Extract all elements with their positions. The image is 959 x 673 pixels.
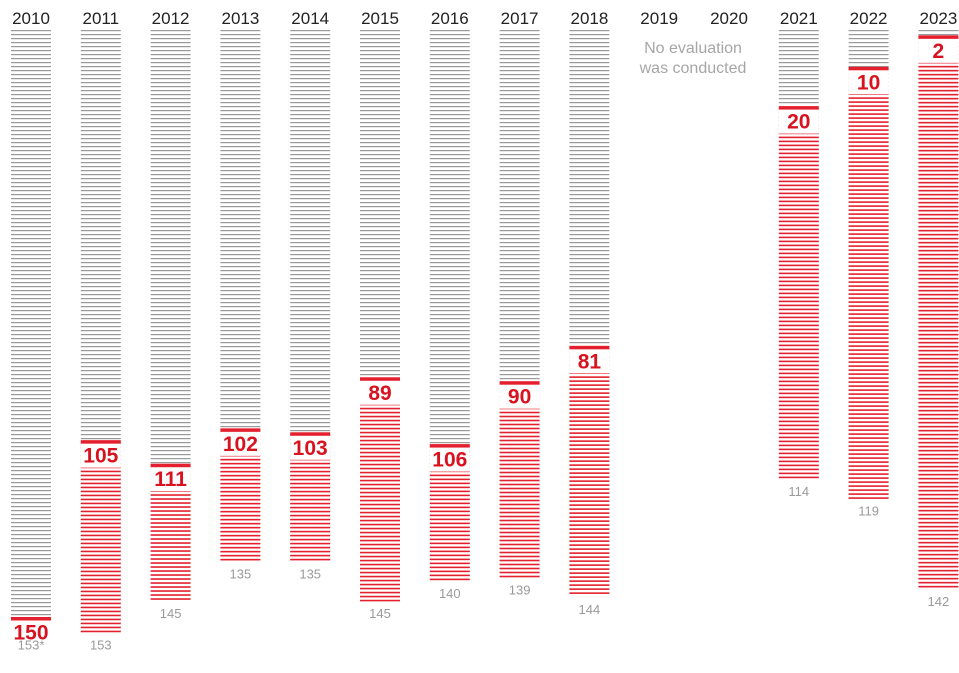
value-label: 20 <box>787 111 810 134</box>
note-line-2: was conducted <box>639 60 747 77</box>
year-label: 2011 <box>83 9 120 28</box>
year-label: 2010 <box>12 9 50 28</box>
value-label-backing <box>918 38 959 63</box>
bar-filled <box>569 348 610 594</box>
total-label: 144 <box>579 602 601 617</box>
bar-filled <box>778 108 819 479</box>
year-label: 2014 <box>291 9 329 28</box>
value-label-backing <box>220 431 261 456</box>
bar-filled <box>918 37 959 588</box>
value-label-backing <box>80 443 121 468</box>
total-label: 140 <box>439 586 461 601</box>
value-label: 81 <box>578 350 602 373</box>
bar-remaining <box>918 30 959 36</box>
bar-filled <box>220 430 261 561</box>
year-label: 2021 <box>780 9 818 28</box>
value-label-backing <box>360 380 400 405</box>
value-label: 2 <box>933 40 945 63</box>
year-label: 2016 <box>431 9 469 28</box>
year-label: 2015 <box>361 9 399 28</box>
value-marker <box>918 35 959 39</box>
year-label: 2019 <box>640 9 678 28</box>
value-marker <box>11 617 51 620</box>
total-label: 114 <box>788 484 809 499</box>
year-label: 2022 <box>850 9 888 28</box>
value-label-backing <box>499 384 540 409</box>
total-label: 153 <box>90 637 112 652</box>
bar-remaining <box>778 30 819 104</box>
note-line-1: No evaluation <box>644 40 742 57</box>
value-marker <box>220 428 261 432</box>
total-label: 142 <box>928 594 950 609</box>
bar-remaining <box>11 30 51 616</box>
bar-remaining <box>290 30 331 432</box>
value-label: 106 <box>432 449 467 472</box>
total-label: 135 <box>230 567 252 582</box>
value-marker <box>429 444 470 448</box>
bar-remaining <box>150 30 191 464</box>
value-label-backing <box>778 109 819 134</box>
total-label: 153* <box>18 637 45 652</box>
bar-filled <box>360 379 400 602</box>
bar-remaining <box>360 30 400 376</box>
bar-remaining <box>220 30 261 428</box>
no-evaluation-note: No evaluation was conducted <box>639 40 747 77</box>
value-label: 105 <box>83 445 118 468</box>
bar-remaining <box>569 30 610 344</box>
total-label: 139 <box>509 582 531 597</box>
value-label-backing <box>290 435 331 460</box>
total-label: 145 <box>369 606 391 621</box>
value-marker <box>778 106 819 110</box>
value-label-backing <box>150 467 191 492</box>
year-label: 2017 <box>501 9 539 28</box>
year-label: 2013 <box>221 9 259 28</box>
label-layer: 2010150153*20111051532012111145201310213… <box>11 9 959 652</box>
value-label: 102 <box>223 433 258 456</box>
value-marker <box>150 463 191 467</box>
total-label: 145 <box>160 606 182 621</box>
bar-remaining <box>848 30 889 68</box>
year-label: 2012 <box>152 9 190 28</box>
value-label-backing <box>11 620 51 645</box>
year-label: 2020 <box>710 9 748 28</box>
bar-remaining <box>429 30 470 444</box>
value-marker <box>360 377 400 381</box>
value-label-backing <box>848 70 889 95</box>
year-label: 2018 <box>570 9 608 28</box>
value-marker <box>499 381 540 385</box>
value-marker <box>80 440 121 444</box>
total-label: 119 <box>858 504 879 519</box>
value-label: 89 <box>368 382 391 405</box>
value-label: 150 <box>13 622 48 645</box>
year-label: 2023 <box>919 9 957 28</box>
value-label-backing <box>429 447 470 472</box>
value-label-backing <box>569 349 610 374</box>
value-label: 10 <box>857 71 880 94</box>
bar-filled <box>499 383 540 578</box>
value-label: 103 <box>293 437 328 460</box>
total-label: 135 <box>299 567 321 582</box>
value-label: 111 <box>154 468 187 491</box>
bar-remaining <box>499 30 540 380</box>
value-label: 90 <box>508 386 531 409</box>
value-marker <box>290 432 331 436</box>
value-marker <box>848 66 889 70</box>
bar-filled <box>848 69 889 499</box>
value-marker <box>569 345 610 349</box>
bar-filled <box>80 442 121 633</box>
bar-remaining <box>80 30 121 440</box>
